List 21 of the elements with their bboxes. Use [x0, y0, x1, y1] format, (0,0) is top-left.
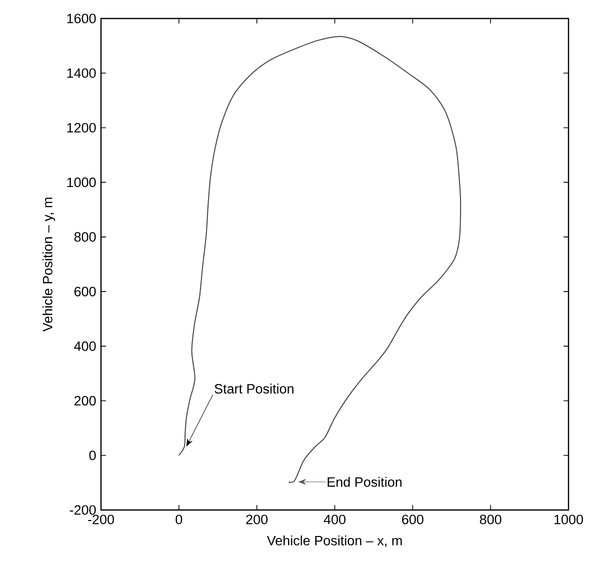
- y-tick-label: 800: [74, 232, 96, 242]
- x-tick-label: 1000: [554, 514, 583, 524]
- y-tick-label: 1600: [67, 14, 96, 24]
- y-tick-label: 600: [74, 286, 96, 296]
- x-tick-label: 400: [324, 514, 346, 524]
- y-tick-label: 1400: [67, 68, 96, 78]
- y-tick-label: 1200: [67, 122, 96, 132]
- y-tick-label: 0: [89, 450, 96, 460]
- x-tick-label: -200: [88, 514, 114, 524]
- annotation: Start Position: [214, 384, 294, 394]
- x-tick-label: 200: [246, 514, 268, 524]
- x-tick-label: 800: [480, 514, 502, 524]
- x-tick-label: 600: [402, 514, 424, 524]
- y-tick-label: -200: [70, 505, 96, 515]
- annotation: End Position: [328, 476, 402, 487]
- y-tick-label: 1000: [67, 178, 96, 188]
- y-axis-title: Vehicle Position – y, m: [42, 198, 56, 332]
- x-tick-label: 0: [176, 514, 182, 524]
- x-axis-title: Vehicle Position – x, m: [266, 535, 402, 547]
- y-tick-label: 400: [74, 341, 96, 351]
- y-tick-label: 200: [74, 396, 96, 406]
